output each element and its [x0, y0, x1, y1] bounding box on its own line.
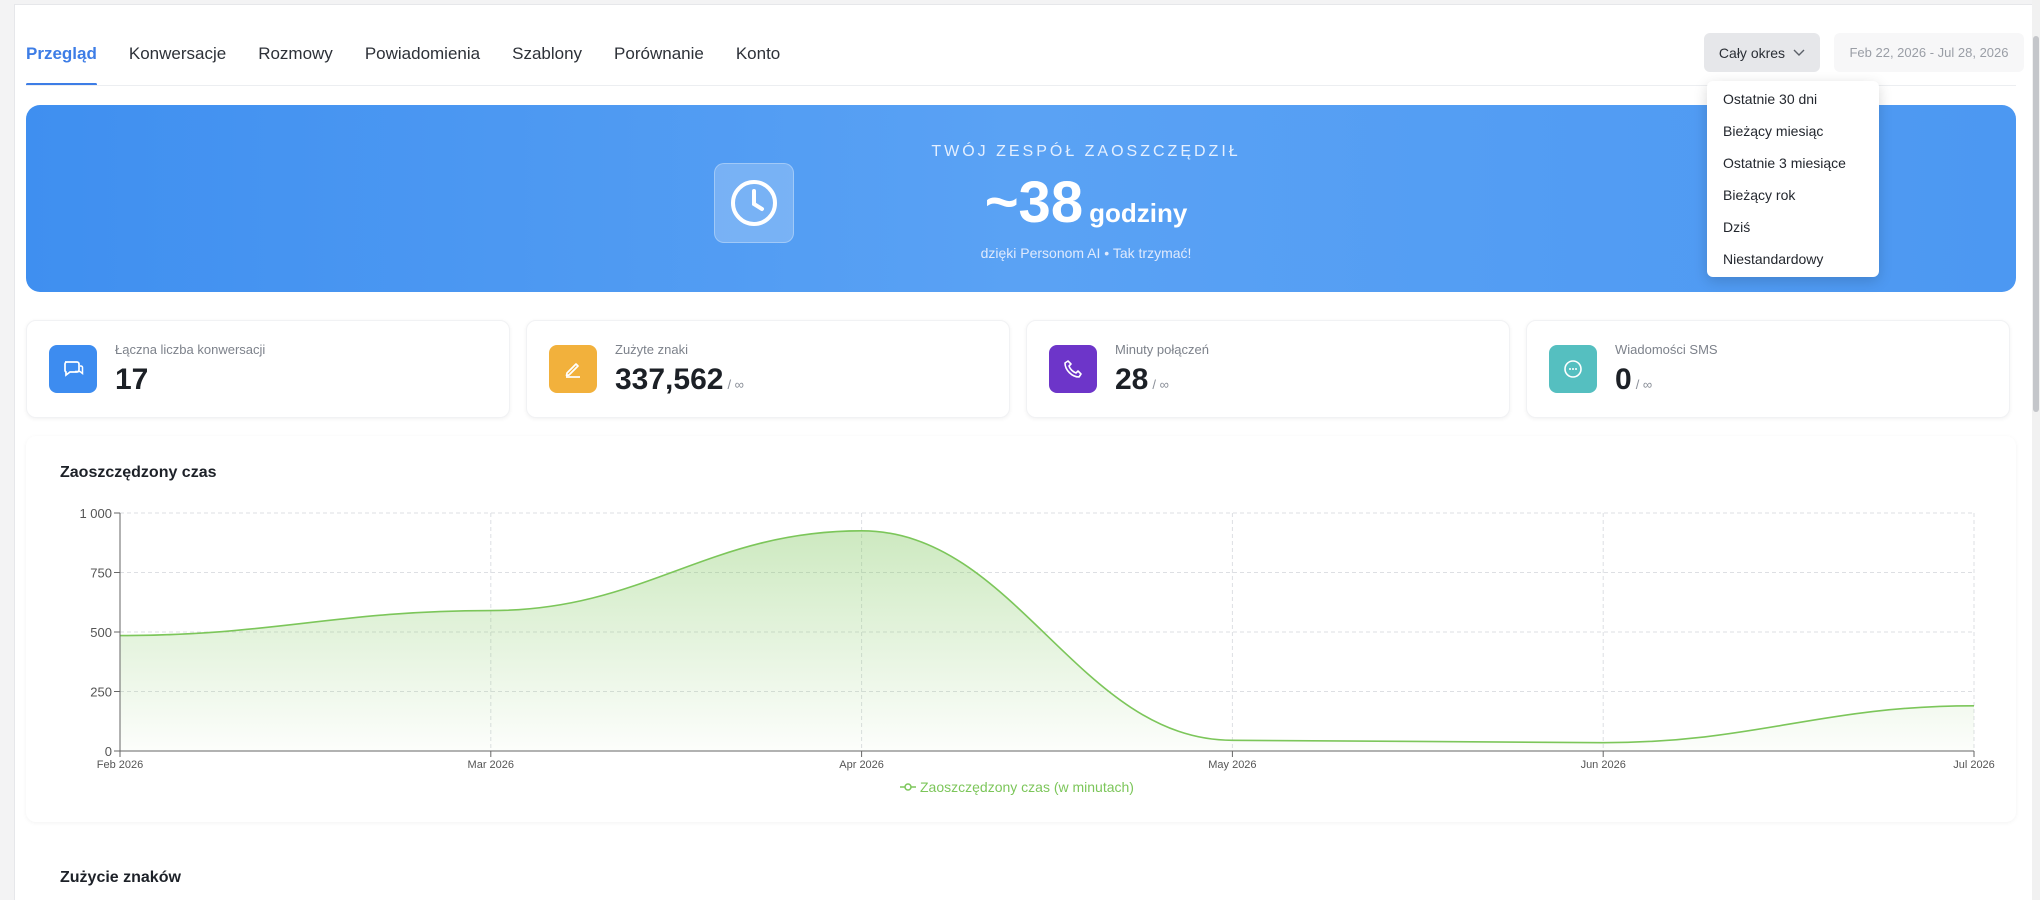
tab-konto[interactable]: Konto [735, 44, 781, 63]
message-icon [1549, 345, 1597, 393]
dropdown-item-today[interactable]: Dziś [1723, 219, 1751, 235]
period-select-label: Cały okres [1718, 44, 1786, 61]
x-tick-label: Jul 2026 [1953, 759, 1995, 771]
tab-divider [26, 85, 2016, 86]
date-range-field[interactable]: Feb 22, 2026 - Jul 28, 2026 [1834, 33, 2024, 72]
stat-value: 17 [115, 363, 148, 397]
stat-card-sms: Wiadomości SMS 0/ ∞ [1526, 320, 2010, 418]
stat-number: 28 [1115, 363, 1149, 396]
tab-szablony[interactable]: Szablony [512, 44, 583, 63]
stat-limit: / ∞ [1152, 377, 1169, 392]
y-tick-label: 500 [90, 625, 112, 640]
section-title-character-usage: Zużycie znaków [60, 869, 181, 886]
x-tick-label: Feb 2026 [97, 759, 143, 771]
y-tick-label: 1 000 [79, 506, 112, 521]
chat-icon [49, 345, 97, 393]
stat-limit: / ∞ [1635, 377, 1653, 392]
scrollbar[interactable] [2032, 0, 2040, 900]
series-line [119, 530, 1975, 744]
x-tick-label: Mar 2026 [468, 759, 514, 771]
hours-saved-value: ~38 [984, 170, 1084, 235]
legend-marker [904, 783, 912, 791]
stat-label: Łączna liczba konwersacji [115, 342, 266, 357]
dropdown-item-custom[interactable]: Niestandardowy [1723, 251, 1824, 267]
banner-label: TWÓJ ZESPÓŁ ZAOSZCZĘDZIŁ [931, 143, 1241, 160]
y-tick-label: 750 [90, 566, 112, 581]
tab-konwersacje[interactable]: Konwersacje [128, 44, 227, 63]
tab-przeglad[interactable]: Przegląd [26, 40, 97, 86]
legend-label: Zaoszczędzony czas (w minutach) [920, 779, 1134, 795]
scrollbar-thumb[interactable] [2033, 36, 2039, 412]
dropdown-item-last-3-months[interactable]: Ostatnie 3 miesiące [1723, 155, 1846, 171]
stat-number: 337,562 [615, 363, 724, 396]
y-tick-label: 0 [105, 744, 112, 759]
banner-value: ~38 godziny [26, 169, 2040, 236]
tab-rozmowy[interactable]: Rozmowy [258, 44, 333, 63]
clock-icon [714, 163, 794, 243]
period-dropdown-menu: Ostatnie 30 dni Bieżący miesiąc Ostatnie… [1707, 81, 1879, 277]
x-tick-label: Jun 2026 [1581, 759, 1626, 771]
stat-card-conversations: Łączna liczba konwersacji 17 [26, 320, 510, 418]
stat-number: 17 [115, 363, 149, 396]
dropdown-item-current-year[interactable]: Bieżący rok [1723, 187, 1796, 203]
tab-bar: Przegląd Konwersacje Rozmowy Powiadomien… [26, 40, 812, 86]
stat-label: Wiadomości SMS [1615, 342, 1718, 357]
period-select[interactable]: Cały okres [1704, 33, 1820, 72]
chevron-down-icon [1793, 49, 1805, 56]
pencil-icon [549, 345, 597, 393]
banner-subtitle: dzięki Personom AI • Tak trzymać! [980, 245, 1192, 261]
stat-value: 337,562/ ∞ [615, 363, 744, 397]
chart-title: Zaoszczędzony czas [60, 464, 217, 481]
tab-powiadomienia[interactable]: Powiadomienia [364, 44, 481, 63]
x-tick-label: May 2026 [1208, 759, 1256, 771]
time-saved-banner: TWÓJ ZESPÓŁ ZAOSZCZĘDZIŁ ~38 godziny dzię… [26, 105, 2016, 292]
stat-number: 0 [1615, 363, 1632, 396]
stat-card-characters: Zużyte znaki 337,562/ ∞ [526, 320, 1010, 418]
stat-value: 0/ ∞ [1615, 363, 1652, 397]
tab-porownanie[interactable]: Porównanie [614, 44, 704, 63]
x-tick-label: Apr 2026 [839, 759, 884, 771]
stat-card-call-minutes: Minuty połączeń 28/ ∞ [1026, 320, 1510, 418]
stat-limit: / ∞ [727, 377, 744, 392]
phone-icon [1049, 345, 1097, 393]
stat-label: Minuty połączeń [1115, 342, 1209, 357]
y-tick-label: 250 [90, 685, 112, 700]
series-area-fill [120, 530, 1974, 751]
hours-unit: godziny [1089, 198, 1188, 228]
dropdown-item-current-month[interactable]: Bieżący miesiąc [1723, 123, 1824, 139]
stat-label: Zużyte znaki [615, 342, 688, 357]
stat-value: 28/ ∞ [1115, 363, 1169, 397]
dropdown-item-last-30-days[interactable]: Ostatnie 30 dni [1723, 91, 1818, 107]
